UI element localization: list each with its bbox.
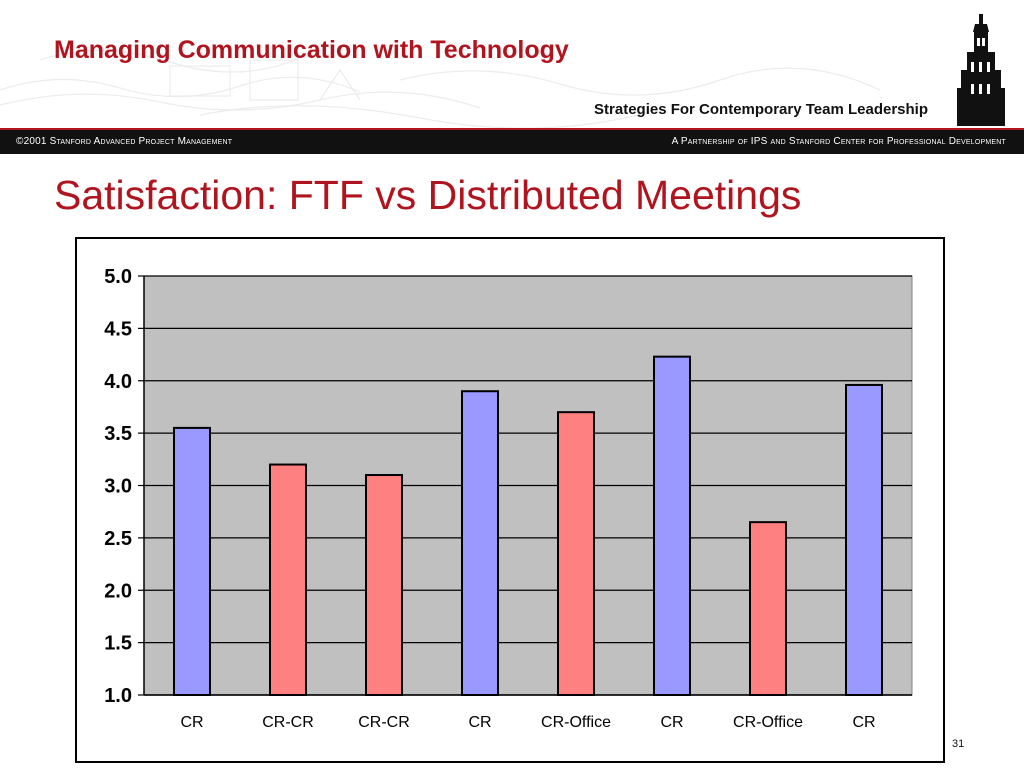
bar-2: [269, 463, 307, 696]
bar-6: [653, 355, 691, 696]
y-tick-label: 4.5: [104, 318, 132, 340]
bar-8: [845, 383, 883, 696]
x-tick-label: CR-Office: [541, 714, 611, 731]
chart-frame: 1.0 1.5 2.0 2.5 3.0 3.5 4.0 4.5 5.0 CR CR-CR CR-CR C…: [75, 237, 945, 763]
y-tick-label: 4.0: [104, 371, 132, 393]
x-tick-label: CR-CR: [262, 714, 314, 731]
bar-4: [461, 390, 499, 696]
y-tick-label: 1.5: [104, 633, 132, 655]
bar-5: [557, 411, 595, 697]
bar-7: [749, 521, 787, 696]
y-tick-label: 2.5: [104, 528, 132, 550]
header-background: [0, 0, 1024, 128]
x-tick-label: CR: [852, 714, 875, 731]
x-tick-label: CR-Office: [733, 714, 803, 731]
stanford-tower-logo: [957, 14, 1005, 126]
copyright-text: ©2001 Stanford Advanced Project Manageme…: [16, 136, 233, 147]
y-tick-label: 3.0: [104, 476, 132, 498]
x-tick-label: CR: [468, 714, 491, 731]
bar-3: [365, 474, 403, 696]
bar-1: [173, 426, 211, 696]
header-watermark: [0, 49, 881, 128]
y-tick-label: 3.5: [104, 423, 132, 445]
y-tick-label: 1.0: [104, 685, 132, 707]
y-tick-label: 5.0: [104, 266, 132, 288]
footer-banner: ©2001 Stanford Advanced Project Manageme…: [0, 128, 1024, 154]
course-title: Managing Communication with Technology: [54, 36, 569, 64]
x-tick-label: CR: [180, 714, 203, 731]
x-tick-label: CR: [660, 714, 683, 731]
bar-chart: 1.0 1.5 2.0 2.5 3.0 3.5 4.0 4.5 5.0 CR CR-CR CR-CR C…: [104, 266, 913, 731]
partnership-text: A Partnership of IPS and Stanford Center…: [671, 136, 1006, 147]
y-tick-label: 2.0: [104, 580, 132, 602]
slide-title: Satisfaction: FTF vs Distributed Meeting…: [54, 172, 802, 218]
course-subtitle: Strategies For Contemporary Team Leaders…: [594, 101, 928, 118]
x-tick-label: CR-CR: [358, 714, 410, 731]
page-number: 31: [952, 738, 965, 750]
